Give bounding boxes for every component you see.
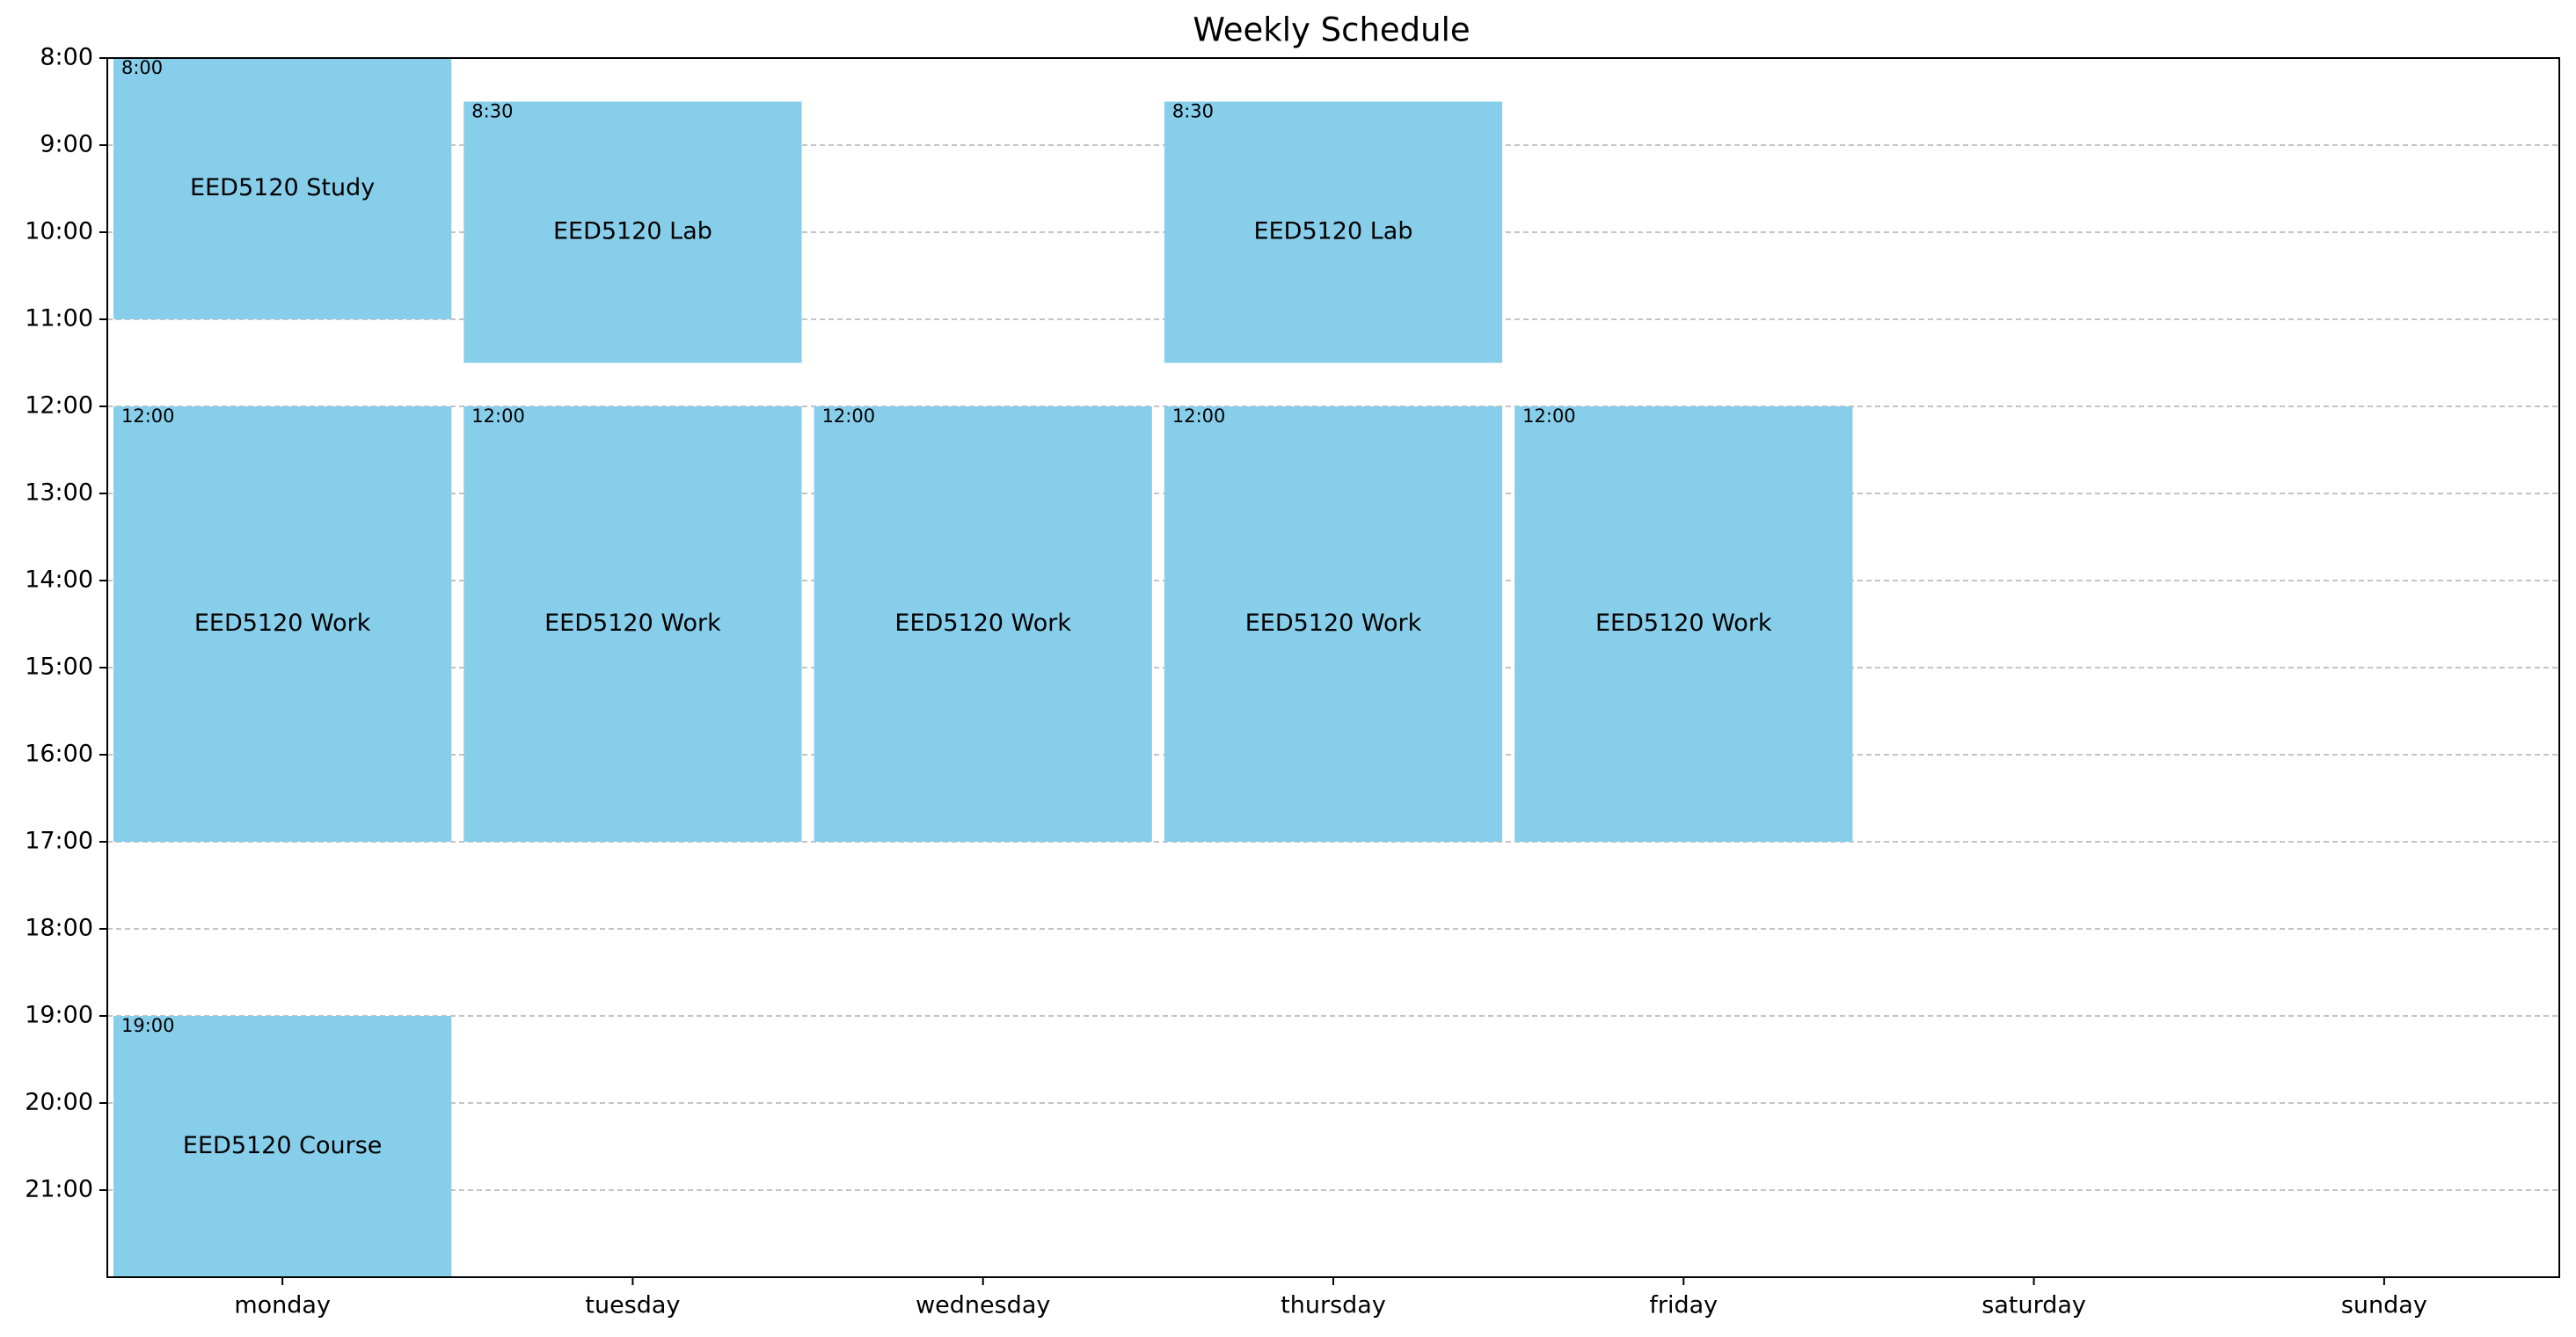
y-tick-label: 11:00 [25, 305, 93, 332]
event-label: EED5120 Work [1245, 610, 1422, 637]
event-bar [113, 58, 452, 319]
y-tick-label: 10:00 [25, 218, 93, 245]
event-block: 12:00 EED5120 Work [113, 405, 452, 842]
event-bar [463, 406, 802, 842]
event-bar [1164, 406, 1503, 842]
event-bar [1164, 101, 1503, 363]
y-tick-label: 19:00 [25, 1002, 93, 1029]
y-tick-label: 12:00 [25, 392, 93, 420]
x-tick-label: sunday [2341, 1292, 2427, 1319]
event-start-label: 19:00 [121, 1015, 175, 1036]
event-start-label: 12:00 [1522, 405, 1576, 427]
y-tick-label: 13:00 [25, 479, 93, 507]
event-bar [814, 406, 1152, 842]
y-tick-label: 8:00 [40, 44, 93, 71]
y-tick-label: 20:00 [25, 1089, 93, 1116]
event-start-label: 12:00 [121, 405, 175, 427]
event-start-label: 12:00 [822, 405, 876, 427]
event-label: EED5120 Study [190, 174, 375, 201]
event-start-label: 8:30 [1172, 101, 1214, 122]
y-tick-label: 15:00 [25, 654, 93, 681]
event-start-label: 12:00 [1172, 405, 1226, 427]
event-bar [463, 101, 802, 363]
axes: 8:00 9:00 10:00 11:00 12:00 13:00 14:00 15:00 16… [25, 44, 2560, 1319]
x-tick-label: saturday [1981, 1292, 2086, 1319]
event-blocks: 8:00 EED5120 Study 8:30 EED5120 Lab 8:30 EED5… [113, 57, 1853, 1277]
y-tick-label: 9:00 [40, 131, 93, 158]
event-block: 12:00 EED5120 Work [814, 405, 1152, 842]
event-start-label: 8:30 [471, 101, 513, 122]
event-start-label: 12:00 [471, 405, 525, 427]
event-bar [1514, 406, 1853, 842]
event-block: 12:00 EED5120 Work [463, 405, 802, 842]
y-tick-label: 14:00 [25, 566, 93, 594]
event-block: 19:00 EED5120 Course [113, 1015, 452, 1277]
event-start-label: 8:00 [121, 57, 163, 78]
event-block: 8:00 EED5120 Study [113, 57, 452, 319]
event-block: 8:30 EED5120 Lab [463, 101, 802, 363]
x-tick-label: monday [234, 1292, 331, 1319]
event-label: EED5120 Work [544, 610, 721, 637]
event-label: EED5120 Lab [1254, 218, 1413, 245]
x-tick-label: thursday [1281, 1292, 1386, 1319]
event-block: 12:00 EED5120 Work [1164, 405, 1503, 842]
chart-title: Weekly Schedule [1193, 11, 1470, 49]
y-tick-label: 17:00 [25, 828, 93, 855]
event-label: EED5120 Course [183, 1132, 382, 1159]
event-bar [113, 406, 452, 842]
event-label: EED5120 Lab [553, 218, 712, 245]
x-tick-label: wednesday [916, 1292, 1050, 1319]
y-tick-label: 21:00 [25, 1176, 93, 1203]
event-block: 12:00 EED5120 Work [1514, 405, 1853, 842]
x-tick-label: friday [1649, 1292, 1718, 1319]
event-block: 8:30 EED5120 Lab [1164, 101, 1503, 363]
y-tick-label: 18:00 [25, 915, 93, 942]
x-tick-label: tuesday [585, 1292, 680, 1319]
event-bar [113, 1016, 452, 1277]
event-label: EED5120 Work [894, 610, 1071, 637]
event-label: EED5120 Work [1595, 610, 1772, 637]
event-label: EED5120 Work [194, 610, 371, 637]
y-tick-label: 16:00 [25, 741, 93, 768]
